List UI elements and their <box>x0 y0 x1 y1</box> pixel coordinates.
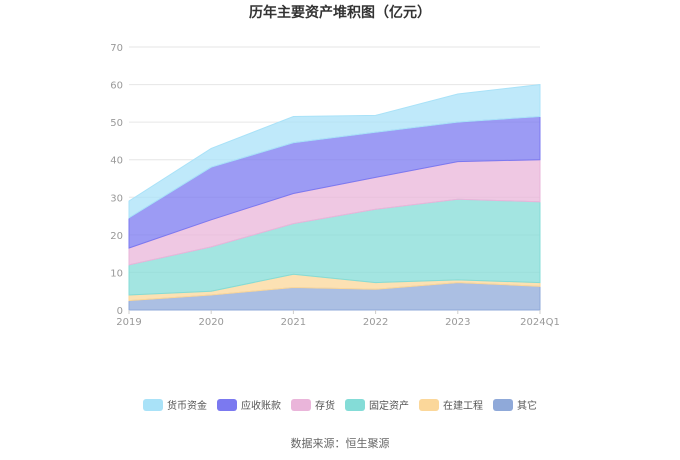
x-tick-label: 2022 <box>363 317 388 328</box>
legend-item: 存货 <box>291 399 335 412</box>
y-tick-label: 0 <box>117 306 123 317</box>
y-tick-label: 60 <box>110 81 123 92</box>
legend-label: 其它 <box>517 399 537 412</box>
x-tick-label: 2024Q1 <box>520 317 560 328</box>
legend-item: 其它 <box>493 399 537 412</box>
legend-swatch <box>291 399 311 411</box>
area-series <box>128 84 541 311</box>
legend-item: 在建工程 <box>419 399 483 412</box>
legend-swatch <box>493 399 513 411</box>
x-tick-label: 2020 <box>198 317 223 328</box>
y-tick-label: 30 <box>110 193 123 204</box>
y-tick-label: 40 <box>110 156 123 167</box>
legend-item: 应收账款 <box>217 399 281 412</box>
x-axis: 2019 2020 2021 2022 2023 2024Q1 <box>116 310 560 328</box>
area-货币资金 <box>128 84 541 219</box>
y-tick-label: 50 <box>110 118 123 129</box>
data-source: 数据来源：恒生聚源 <box>291 436 390 450</box>
legend-item: 固定资产 <box>345 399 409 412</box>
x-tick-label: 2019 <box>116 317 141 328</box>
y-tick-label: 70 <box>110 43 123 54</box>
chart-title: 历年主要资产堆积图（亿元） <box>249 4 431 21</box>
legend-label: 固定资产 <box>369 399 409 412</box>
legend-swatch <box>419 399 439 411</box>
legend: 货币资金 应收账款 存货 固定资产 在建工程 其它 <box>143 399 537 412</box>
y-axis: 0 10 20 30 40 50 60 70 <box>110 43 123 317</box>
x-tick-label: 2023 <box>445 317 470 328</box>
legend-label: 货币资金 <box>167 399 207 412</box>
y-tick-label: 10 <box>110 268 123 279</box>
legend-item: 货币资金 <box>143 399 207 412</box>
legend-swatch <box>217 399 237 411</box>
legend-label: 存货 <box>315 399 335 412</box>
legend-label: 在建工程 <box>443 399 483 412</box>
legend-label: 应收账款 <box>241 399 281 412</box>
legend-swatch <box>143 399 163 411</box>
y-tick-label: 20 <box>110 231 123 242</box>
x-tick-label: 2021 <box>281 317 306 328</box>
legend-swatch <box>345 399 365 411</box>
